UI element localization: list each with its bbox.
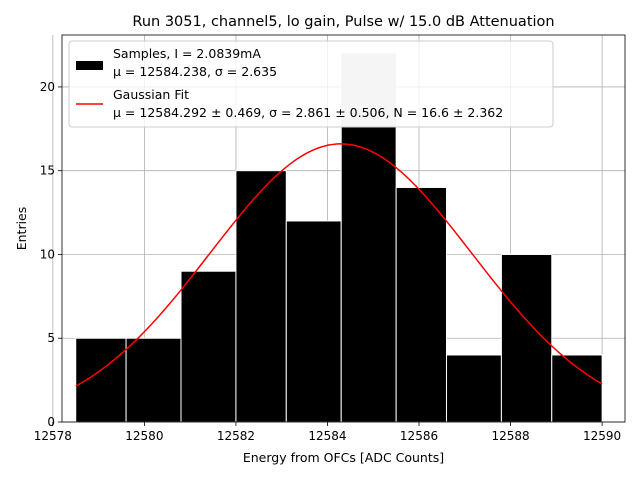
histogram-bar-6 [395,186,447,423]
y-axis-label: Entries [14,207,29,251]
legend-box [68,40,554,128]
y-axis-ticks: 0 5 10 15 20 [40,80,62,429]
x-tick-label-4: 12586 [400,429,438,443]
y-tick-label-2: 10 [40,247,55,261]
histogram-bar-2 [180,270,237,423]
histogram-bar-1 [125,337,182,423]
histogram-bar-9 [551,354,603,423]
x-tick-label-0: 12578 [34,429,72,443]
x-axis-label: Energy from OFCs [ADC Counts] [243,450,444,465]
y-tick-label-1: 5 [47,331,55,345]
x-tick-label-5: 12588 [491,429,529,443]
x-tick-label-1: 12580 [125,429,163,443]
gaussian-fit-line [75,143,603,387]
histogram-bar-3 [235,170,287,423]
x-tick-label-2: 12582 [217,429,255,443]
legend-label-samples: Samples, I = 2.0839mA [113,46,261,61]
x-tick-label-6: 12590 [583,429,621,443]
chart-title: Run 3051, channel5, lo gain, Pulse w/ 15… [132,14,554,30]
axes-frame [61,34,626,423]
x-tick-label-3: 12584 [308,429,346,443]
histogram-bar-4 [285,220,342,423]
histogram-bar-0 [75,337,127,423]
histogram-bar-7 [445,354,502,423]
legend-label-fit-stats: μ = 12584.292 ± 0.469, σ = 2.861 ± 0.506… [113,105,503,120]
gaussian-fit-curve [75,143,603,387]
histogram-bar-8 [500,253,553,423]
x-axis-ticks: 12578 12580 12582 12584 12586 12588 12590 [34,422,621,443]
y-tick-label-3: 15 [40,164,55,178]
legend: Samples, I = 2.0839mA μ = 12584.238, σ =… [68,40,554,128]
legend-label-samples-stats: μ = 12584.238, σ = 2.635 [113,64,277,79]
legend-swatch-samples [76,61,103,70]
y-tick-label-4: 20 [40,80,55,94]
legend-label-fit: Gaussian Fit [113,87,189,102]
y-tick-label-0: 0 [47,415,55,429]
